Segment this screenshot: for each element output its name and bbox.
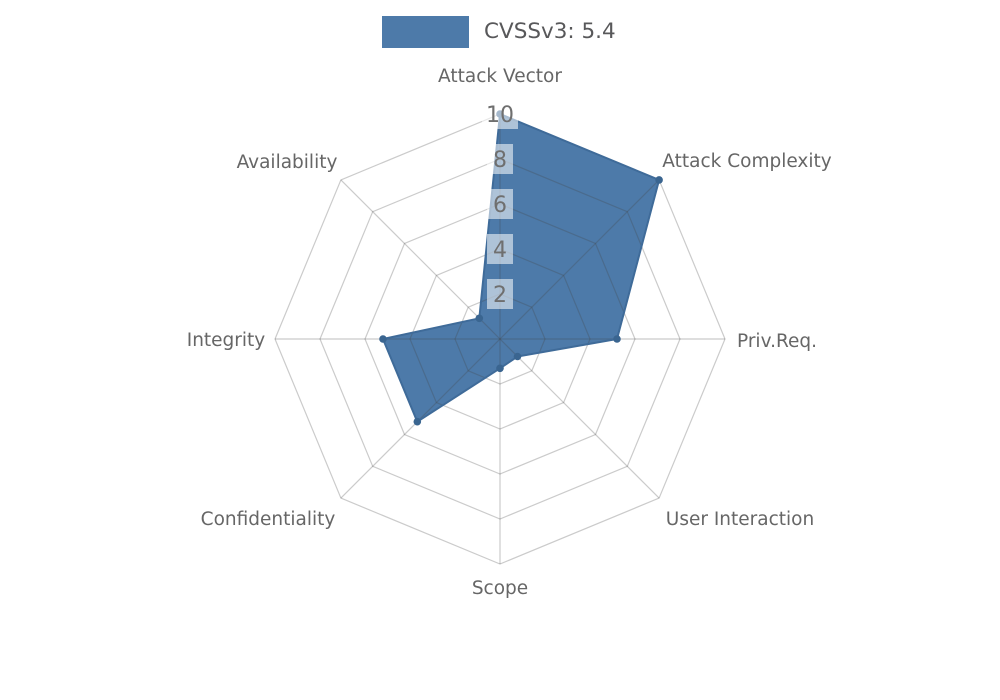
legend: CVSSv3: 5.4 [382,16,616,48]
axis-label-user-interaction: User Interaction [666,509,814,530]
tick-label-2: 2 [493,283,507,308]
legend-swatch [382,16,469,48]
tick-box-6 [487,189,513,219]
axis-spoke-user-interaction [499,338,660,499]
grid-ring-4 [409,248,591,430]
legend-label: CVSSv3: 5.4 [484,19,616,44]
tick-box-8 [487,144,513,174]
grid-ring-6 [364,203,636,475]
tick-label-6: 6 [493,193,507,218]
axis-label-scope: Scope [472,578,528,599]
tick-box-10 [482,99,518,129]
data-point-integrity [379,335,387,343]
axis-label-integrity: Integrity [187,330,266,351]
data-point-confidentiality [413,417,422,426]
data-point-priv-req [613,335,621,343]
tick-label-10: 10 [486,103,514,128]
tick-label-8: 8 [493,148,507,173]
axis-spoke-attack-complexity [499,179,660,340]
axis-label-attack-complexity: Attack Complexity [662,151,831,172]
grid-ring-8 [319,158,681,520]
axis-label-attack-vector: Attack Vector [438,66,562,87]
data-point-attack-complexity [655,176,663,184]
data-polygon-fill [383,114,660,422]
grid-ring-10 [274,113,726,565]
tick-box-2 [487,279,513,309]
data-point-user-interaction [513,352,522,361]
grid-ring-2 [454,293,546,385]
data-point-scope [496,364,504,373]
tick-box-4 [487,234,513,264]
data-point-availability [475,314,484,323]
axis-label-availability: Availability [237,152,338,173]
tick-label-4: 4 [493,238,507,263]
axis-spoke-availability [340,179,501,340]
axis-label-priv-req: Priv.Req. [737,331,817,352]
axis-label-confidentiality: Confidentiality [201,509,336,530]
